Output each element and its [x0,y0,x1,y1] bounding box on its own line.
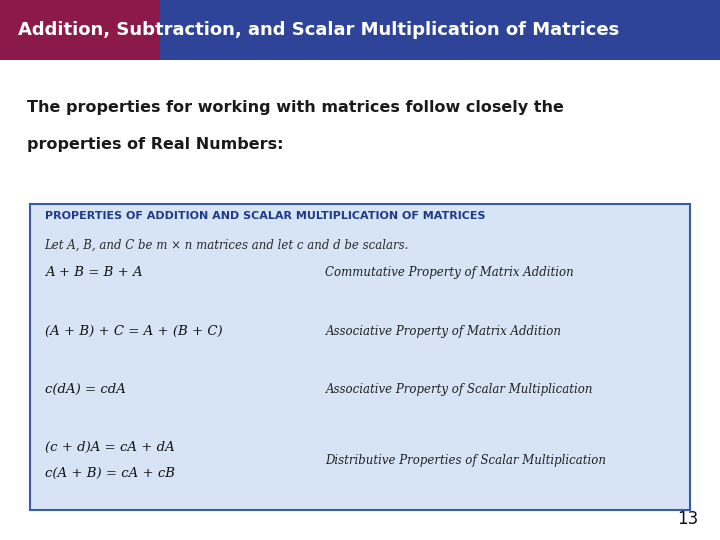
Text: Addition, Subtraction, and Scalar Multiplication of Matrices: Addition, Subtraction, and Scalar Multip… [18,21,619,39]
Text: Associative Property of Matrix Addition: Associative Property of Matrix Addition [325,325,562,338]
Text: PROPERTIES OF ADDITION AND SCALAR MULTIPLICATION OF MATRICES: PROPERTIES OF ADDITION AND SCALAR MULTIP… [45,211,485,221]
Text: Commutative Property of Matrix Addition: Commutative Property of Matrix Addition [325,266,574,279]
Text: A + B = B + A: A + B = B + A [45,266,143,279]
Text: c(A + B) = cA + cB: c(A + B) = cA + cB [45,467,175,480]
Bar [0,0,720,60]
Text: (c + d)A = cA + dA: (c + d)A = cA + dA [45,441,174,454]
Text: Let A, B, and C be m × n matrices and let c and d be scalars.: Let A, B, and C be m × n matrices and le… [45,239,409,252]
Text: c(dA) = cdA: c(dA) = cdA [45,383,125,396]
Bar [0,0,160,60]
Bar [30,204,690,510]
Text: The properties for working with matrices follow closely the: The properties for working with matrices… [27,100,564,115]
Text: properties of Real Numbers:: properties of Real Numbers: [27,137,284,152]
Text: Associative Property of Scalar Multiplication: Associative Property of Scalar Multiplic… [325,383,593,396]
Text: Distributive Properties of Scalar Multiplication: Distributive Properties of Scalar Multip… [325,454,606,467]
Text: (A + B) + C = A + (B + C): (A + B) + C = A + (B + C) [45,325,222,338]
Text: 13: 13 [677,510,698,528]
